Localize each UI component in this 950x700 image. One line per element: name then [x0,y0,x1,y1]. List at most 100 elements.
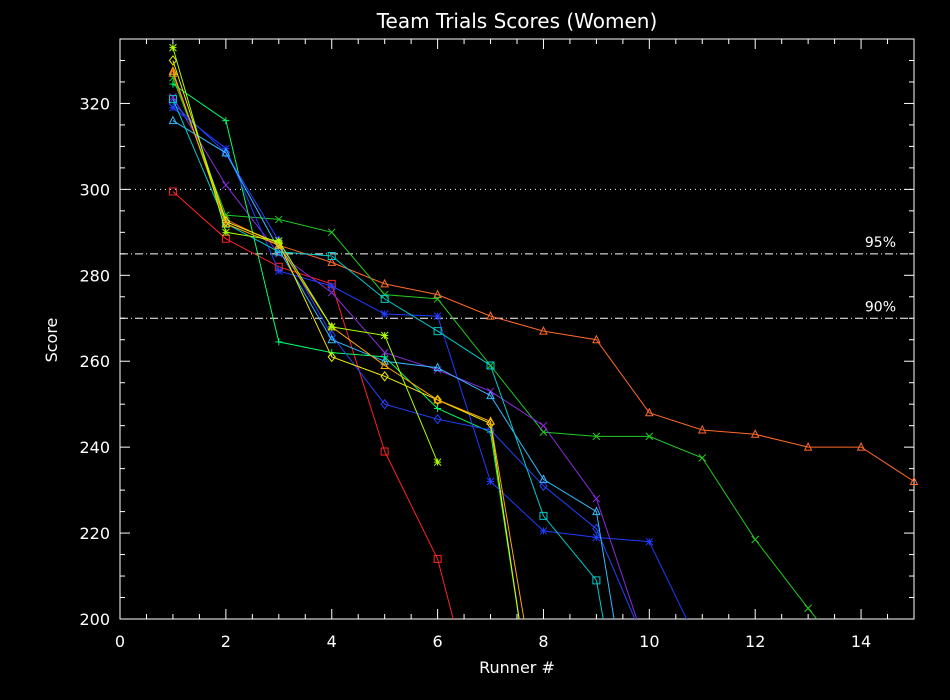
x-tick-label: 2 [221,632,231,651]
series-point [380,370,389,382]
series-point [168,95,177,104]
x-tick-label: 12 [745,632,765,651]
series-point [539,421,548,430]
y-axis-label: Score [42,318,61,363]
x-tick-label: 14 [851,632,871,651]
series-point [380,356,389,365]
y-tick-label: 300 [79,180,110,199]
series-point [327,251,336,260]
series-line [172,60,520,619]
series-line [172,96,638,619]
series-4 [172,96,638,619]
series-11 [172,71,525,619]
series-point [433,312,442,320]
series-point [327,288,336,297]
x-tick-label: 10 [639,632,659,651]
series-line [172,103,636,619]
series-10 [172,60,520,619]
series-point [592,334,601,344]
series-point [698,454,707,462]
series-point [486,477,495,486]
series-line [172,77,818,619]
series-point [539,474,548,483]
series-point [221,234,230,243]
series-point [592,494,601,503]
series-point [327,282,336,290]
series-point [168,55,178,66]
chart-title: Team Trials Scores (Women) [376,9,658,33]
series-line [172,73,914,482]
series-point [327,257,337,266]
y-tick-label: 220 [79,524,110,543]
series-point [592,432,601,441]
series-point [909,476,919,486]
y-tick-label: 280 [79,266,110,285]
series-point [380,348,389,357]
series-point [592,506,601,516]
series-point [169,43,177,52]
series-point [433,289,442,299]
x-tick-label: 6 [433,632,443,651]
series-point [275,338,283,346]
series-line [172,47,439,463]
series-point [380,398,389,410]
series-point [751,535,760,544]
series-12 [172,47,439,463]
series-point [327,351,336,363]
series-point [592,576,601,585]
y-tick-label: 240 [79,438,110,457]
series-point [221,216,231,227]
series-8 [172,120,615,619]
series-point [645,432,654,441]
series-2 [172,77,818,619]
series-point [433,413,442,425]
series-7 [172,103,636,619]
series-point [169,93,177,101]
series-point [539,428,548,436]
series-point [539,480,548,492]
series-point [327,334,337,344]
series-line [172,71,525,619]
y-tick-label: 320 [79,94,110,113]
series-point [221,147,231,157]
x-tick-label: 8 [538,632,548,651]
series-point [168,66,178,75]
series-point [274,267,283,275]
series-point [169,73,177,82]
series-point [433,458,442,467]
series-point [697,424,707,434]
x-axis-label: Runner # [479,658,555,677]
series-point [221,218,231,228]
series-point [803,442,813,451]
series-point [539,511,548,520]
series-1 [172,73,914,482]
series-point [645,537,654,546]
series-point [274,244,284,254]
x-tick-label: 0 [115,632,125,651]
series-point [380,331,389,340]
series-point [433,295,442,303]
reference-line-label: 95% [865,235,896,251]
series-point [433,394,442,404]
series-point [169,80,177,88]
reference-line-label: 90% [865,299,896,315]
y-tick-label: 260 [79,352,110,371]
series-point [539,527,548,535]
series-point [274,215,283,224]
plot-area: 0 2 4 6 8 10 12 14 200 220 240 260 280 300 320 95% 90% [79,38,919,651]
series-point [592,533,601,542]
series-point [433,554,442,563]
series-point [486,416,495,425]
series-point [168,187,177,196]
series-point [222,117,230,125]
x-tick-label: 4 [327,632,337,651]
series-point [380,447,389,456]
series-point [168,98,178,109]
series-line [172,120,615,619]
series-point [380,278,389,288]
series-point [380,310,389,318]
series-point [221,219,230,228]
series-point [539,326,548,335]
series-point [750,429,760,438]
